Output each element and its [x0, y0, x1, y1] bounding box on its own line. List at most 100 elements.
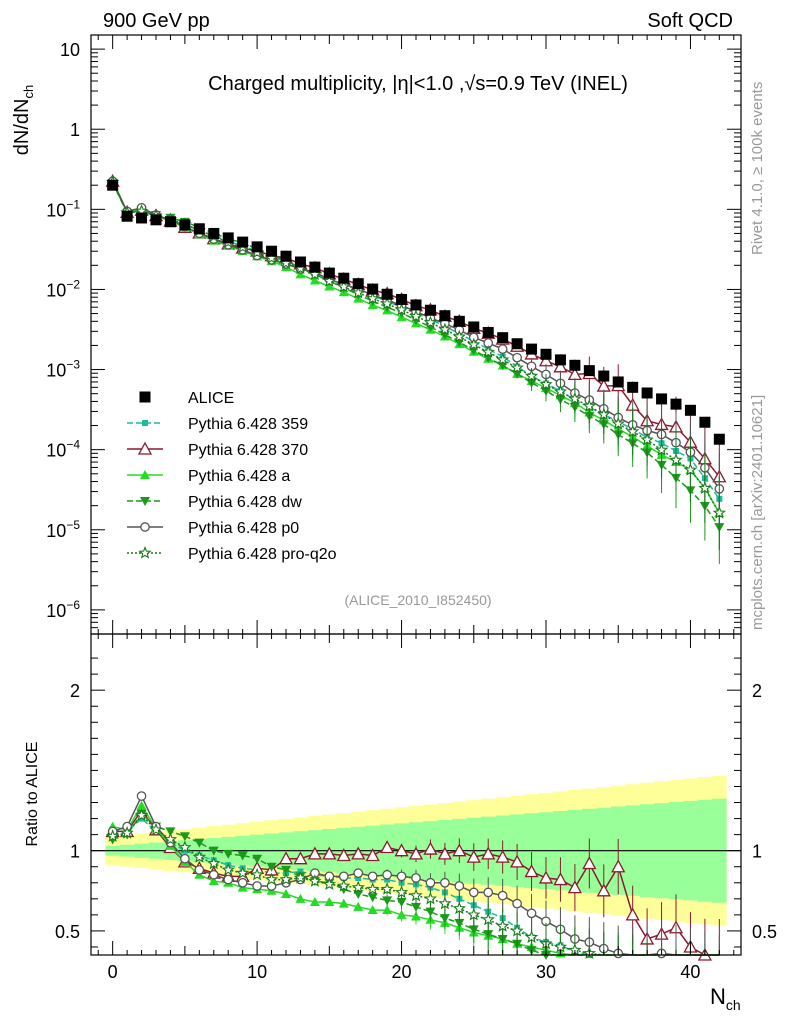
ratio-y-tick-label-left: 1 — [70, 842, 80, 862]
series-2-main-point — [295, 269, 306, 279]
series-1-ratio-point — [336, 848, 351, 862]
series-3-ratio-point — [454, 918, 465, 928]
series-4-main-point — [512, 352, 522, 363]
alice-data-point — [439, 310, 451, 322]
series-4-ratio-point — [425, 877, 436, 888]
series-5-ratio-point — [178, 840, 192, 854]
series-5-main-point — [582, 399, 597, 412]
legend-item: Pythia 6.428 a — [127, 468, 290, 485]
series-4-ratio-point — [396, 871, 407, 882]
alice-data-point — [699, 416, 711, 428]
series-1-ratio-point — [293, 851, 308, 865]
series-5-main-point — [640, 432, 654, 446]
main-y-tick-label: 1 — [70, 120, 80, 140]
series-3-ratio-point — [396, 898, 407, 908]
series-5-main-point — [611, 416, 625, 430]
main-plot-title: Charged multiplicity, |η|<1.0 ,√s=0.9 Te… — [208, 73, 628, 95]
alice-data-point — [511, 338, 523, 350]
alice-data-point — [526, 343, 538, 355]
series-4-ratio-point — [194, 865, 205, 875]
series-4-ratio-point — [468, 887, 479, 898]
alice-data-point — [424, 304, 436, 316]
legend-marker — [140, 470, 150, 479]
alice-data-point — [656, 393, 668, 405]
main-y-tick-label: 10−3 — [46, 358, 80, 381]
series-5-main-point — [669, 453, 683, 466]
series-5-ratio-point — [409, 888, 423, 902]
series-5-ratio-point — [365, 882, 380, 895]
alice-data-point — [309, 261, 321, 273]
series-5-main-point — [322, 274, 337, 287]
series-4-ratio-point — [223, 874, 234, 885]
ratio-y-tick-label-left: 0.5 — [55, 922, 80, 942]
series-5-main-point — [712, 506, 727, 519]
series-4-ratio-point — [440, 877, 450, 888]
legend-marker — [137, 441, 153, 455]
series-5-ratio-point — [394, 885, 409, 899]
legend-item: Pythia 6.428 359 — [127, 416, 308, 433]
series-5-ratio-point — [235, 866, 250, 879]
series-1-ratio-point — [466, 849, 481, 863]
legend-label: Pythia 6.428 a — [188, 468, 290, 485]
ratio-y-tick-label-right: 0.5 — [752, 922, 777, 942]
legend-marker — [138, 545, 152, 559]
main-y-axis-label: dN/dNch — [11, 85, 36, 155]
alice-data-point — [107, 179, 119, 191]
series-5-ratio-point — [207, 856, 221, 870]
series-3-ratio-point — [382, 896, 393, 906]
series-5-main-point — [351, 285, 365, 299]
series-3-ratio-point — [266, 862, 277, 872]
main-y-tick-label: 10−2 — [46, 277, 80, 300]
series-2-ratio-point — [382, 905, 393, 915]
series-2-ratio-point — [295, 893, 306, 903]
ratio-y-tick-label-left: 2 — [70, 681, 80, 701]
series-3-ratio-point — [468, 925, 479, 935]
series-1-ratio-point — [307, 846, 322, 860]
series-4-ratio-point — [454, 881, 465, 891]
series-5-ratio-point — [481, 912, 495, 926]
series-5-main-point — [423, 315, 438, 329]
series-5-ratio-point — [134, 808, 149, 822]
alice-data-point — [251, 241, 263, 253]
series-4-ratio-point — [526, 908, 537, 919]
alice-data-point — [381, 288, 393, 300]
series-5-ratio-point — [553, 940, 568, 953]
series-5-ratio-point — [438, 896, 452, 910]
x-tick-label: 30 — [536, 962, 556, 982]
alice-data-point — [280, 250, 292, 262]
series-5-main-point — [380, 296, 394, 310]
series-5-main-point — [597, 407, 611, 421]
mcplots-credit-label: mcplots.cern.ch [arXiv:2401.10621] — [749, 395, 766, 630]
analysis-id-label: (ALICE_2010_I852450) — [344, 592, 491, 608]
series-5-main-point — [452, 329, 467, 343]
alice-data-point — [294, 256, 306, 268]
alice-data-point — [150, 214, 162, 226]
series-1-ratio-point — [452, 843, 467, 857]
legend-marker — [140, 497, 150, 506]
ratio-y-tick-label-right: 2 — [752, 681, 762, 701]
series-4-ratio-point — [512, 898, 522, 909]
legend-label: Pythia 6.428 359 — [188, 416, 308, 433]
alice-data-point — [410, 299, 422, 311]
series-5-ratio-point — [380, 882, 394, 895]
legend-item: ALICE — [139, 390, 234, 407]
series-2-main-point — [309, 275, 320, 285]
legend-marker — [139, 391, 151, 403]
series-4-ratio-point — [136, 791, 147, 801]
series-4-ratio-point — [208, 869, 219, 880]
series-5-ratio-point — [192, 850, 207, 863]
series-3-ratio-point — [367, 893, 378, 903]
series-4-ratio-point — [252, 881, 262, 891]
series-5-main-point — [654, 443, 669, 456]
series-4-ratio-point — [497, 890, 508, 901]
alice-data-point — [208, 227, 220, 239]
ratio-y-tick-label-right: 1 — [752, 842, 762, 862]
alice-data-point — [179, 219, 191, 231]
series-1-ratio-point — [365, 848, 380, 862]
alice-data-point — [193, 223, 205, 235]
alice-data-point — [323, 267, 335, 279]
series-4-ratio-point — [483, 887, 494, 898]
series-4-ratio-point — [353, 868, 364, 878]
alice-data-point — [569, 359, 581, 371]
series-5-main-point — [553, 384, 568, 398]
